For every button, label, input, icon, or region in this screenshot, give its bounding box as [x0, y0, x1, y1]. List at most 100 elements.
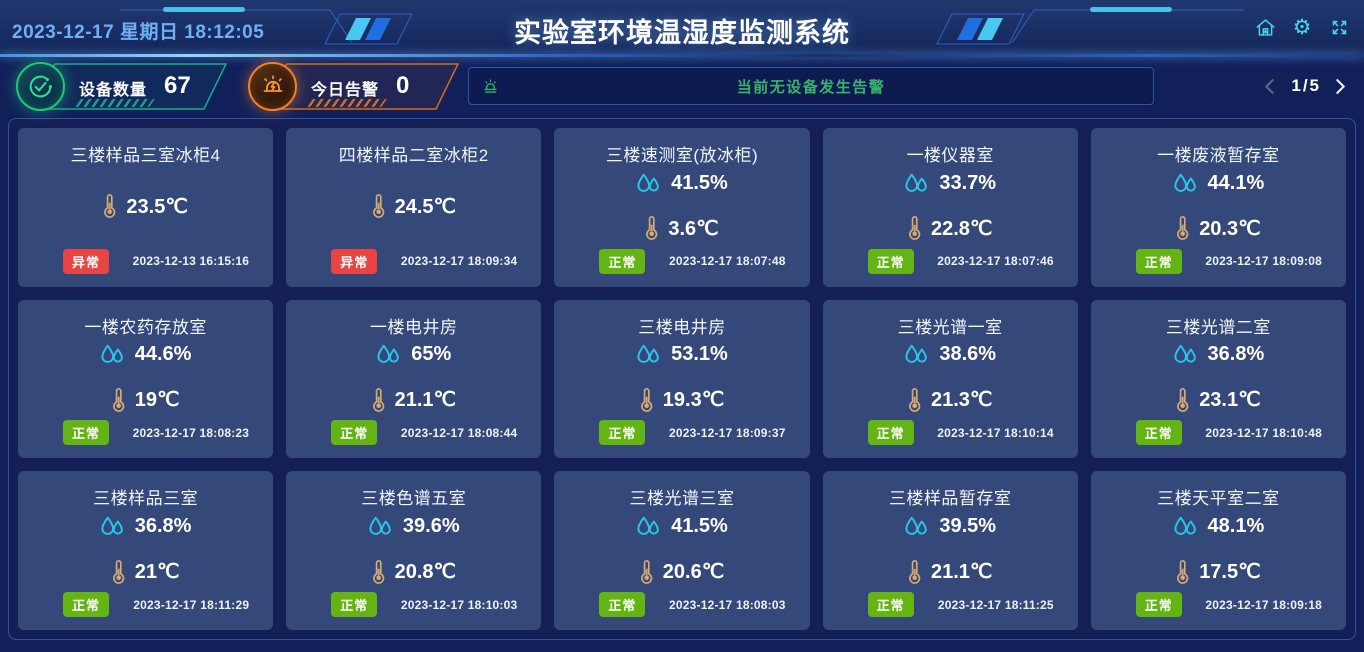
timestamp: 2023-12-17 18:08:03: [669, 597, 786, 612]
device-count-hatch-decoration: [75, 99, 155, 107]
status-badge: 正常: [867, 420, 914, 446]
status-badge: 正常: [1135, 420, 1182, 446]
humidity-icon: [376, 344, 401, 365]
thermometer-icon: [372, 194, 385, 219]
status-badge: 正常: [599, 248, 646, 274]
thermometer-icon: [372, 559, 385, 584]
humidity-icon: [636, 344, 661, 365]
status-badge: 异常: [331, 248, 378, 274]
header-icons: ⚙: [1254, 16, 1350, 38]
humidity-row: 53.1%: [554, 343, 809, 366]
device-card[interactable]: 一楼仪器室 33.7% 2: [822, 128, 1078, 287]
humidity-row: 36.8%: [18, 515, 273, 538]
thermometer-icon: [112, 388, 125, 412]
thermometer-icon: [112, 559, 125, 584]
device-card[interactable]: 三楼光谱一室 38.6%: [822, 299, 1078, 459]
alert-message: 当前无设备发生告警: [736, 78, 886, 96]
device-card[interactable]: 三楼速测室(放冰柜) 41.5%: [554, 128, 810, 287]
humidity-icon: [904, 344, 929, 365]
humidity-row: 48.1%: [1091, 515, 1346, 538]
temperature-value: 23.5℃: [126, 195, 188, 218]
device-card[interactable]: 三楼样品三室冰柜4 23: [18, 128, 274, 287]
timestamp: 2023-12-17 18:07:46: [937, 254, 1054, 269]
card-readings: 23.5℃: [18, 166, 273, 249]
gear-icon[interactable]: ⚙: [1292, 15, 1312, 39]
status-badge: 正常: [331, 592, 378, 617]
thermometer-icon: [1176, 388, 1189, 412]
timestamp: 2023-12-17 18:11:25: [937, 597, 1054, 612]
status-badge: 正常: [331, 420, 378, 446]
card-readings: 33.7% 22.8℃: [823, 166, 1078, 249]
card-readings: 44.1% 20.3℃: [1091, 166, 1346, 249]
device-card[interactable]: 三楼天平室二室 48.1%: [1090, 471, 1346, 630]
device-card[interactable]: 一楼废液暂存室 44.1%: [1090, 128, 1346, 287]
card-footer: 异常 2023-12-13 16:15:16: [18, 248, 273, 287]
card-readings: 24.5℃: [286, 166, 541, 249]
device-card[interactable]: 一楼电井房 65% 21.: [286, 299, 542, 459]
temperature-value: 23.1℃: [1199, 389, 1261, 412]
status-badge: 正常: [867, 592, 914, 617]
status-badge: 正常: [599, 420, 646, 446]
device-card[interactable]: 三楼光谱二室 36.8%: [1090, 299, 1346, 459]
device-card[interactable]: 四楼样品二室冰柜2 24: [286, 128, 542, 287]
room-name: 三楼光谱二室: [1165, 317, 1271, 337]
temperature-value: 24.5℃: [394, 195, 456, 218]
humidity-row: 41.5%: [554, 515, 809, 538]
card-footer: 异常 2023-12-17 18:09:34: [286, 248, 541, 287]
status-badge: 正常: [1135, 248, 1182, 274]
timestamp: 2023-12-17 18:10:14: [937, 425, 1054, 440]
humidity-value: 48.1%: [1207, 515, 1265, 538]
thermometer-icon: [908, 216, 921, 241]
device-card[interactable]: 三楼样品暂存室 39.5%: [822, 471, 1078, 630]
temperature-value: 17.5℃: [1199, 561, 1261, 584]
temperature-value: 21.3℃: [931, 389, 993, 412]
temperature-row: 3.6℃: [554, 216, 809, 241]
humidity-row: 39.5%: [823, 515, 1078, 538]
card-footer: 正常 2023-12-17 18:10:48: [1091, 420, 1346, 458]
temperature-row: 23.5℃: [18, 194, 273, 219]
room-name: 一楼废液暂存室: [1157, 146, 1280, 165]
fullscreen-icon[interactable]: [1328, 16, 1350, 38]
device-card[interactable]: 三楼样品三室 36.8%: [18, 471, 274, 630]
timestamp: 2023-12-17 18:09:18: [1205, 597, 1322, 612]
today-alarms-widget: 今日告警 0: [248, 62, 460, 111]
thermometer-icon: [645, 216, 658, 241]
temperature-value: 21.1℃: [394, 389, 456, 412]
status-badge: 正常: [867, 248, 914, 274]
room-name: 三楼光谱三室: [629, 489, 735, 509]
temperature-value: 20.8℃: [394, 561, 456, 584]
humidity-row: 33.7%: [823, 172, 1078, 195]
humidity-row: 44.1%: [1091, 172, 1346, 195]
device-card[interactable]: 三楼色谱五室 39.6%: [286, 471, 542, 630]
prev-page-icon[interactable]: [1264, 77, 1277, 95]
card-readings: 41.5% 3.6℃: [554, 166, 809, 249]
device-card[interactable]: 三楼电井房 53.1% 1: [554, 299, 810, 459]
next-page-icon[interactable]: [1335, 77, 1348, 95]
temperature-row: 17.5℃: [1091, 559, 1346, 584]
humidity-value: 39.6%: [402, 515, 460, 538]
temperature-row: 19℃: [18, 387, 273, 412]
device-card[interactable]: 三楼光谱三室 41.5%: [554, 471, 810, 630]
humidity-icon: [904, 173, 929, 194]
card-footer: 正常 2023-12-17 18:07:46: [823, 248, 1078, 287]
humidity-row: 65%: [286, 343, 541, 366]
humidity-value: 44.6%: [134, 343, 192, 366]
device-card[interactable]: 一楼农药存放室 44.6%: [18, 299, 274, 459]
card-grid: 三楼样品三室冰柜4 23: [18, 128, 1346, 630]
temperature-row: 21.3℃: [823, 387, 1078, 412]
timestamp: 2023-12-17 18:11:29: [133, 597, 250, 612]
status-badge: 正常: [63, 592, 110, 617]
room-name: 三楼样品三室: [93, 489, 199, 509]
humidity-icon: [368, 516, 393, 537]
device-count-widget: 设备数量 67: [16, 62, 228, 111]
card-readings: 38.6% 21.3℃: [823, 338, 1078, 421]
home-icon[interactable]: [1254, 16, 1276, 38]
timestamp: 2023-12-17 18:08:44: [400, 425, 518, 440]
temperature-value: 19℃: [134, 389, 180, 412]
card-footer: 正常 2023-12-17 18:11:25: [823, 592, 1078, 630]
room-name: 四楼样品二室冰柜2: [338, 146, 489, 165]
today-alarms-label: 今日告警: [311, 82, 380, 99]
card-footer: 正常 2023-12-17 18:10:03: [286, 592, 541, 630]
temperature-value: 3.6℃: [668, 217, 719, 240]
card-footer: 正常 2023-12-17 18:09:37: [554, 420, 809, 458]
